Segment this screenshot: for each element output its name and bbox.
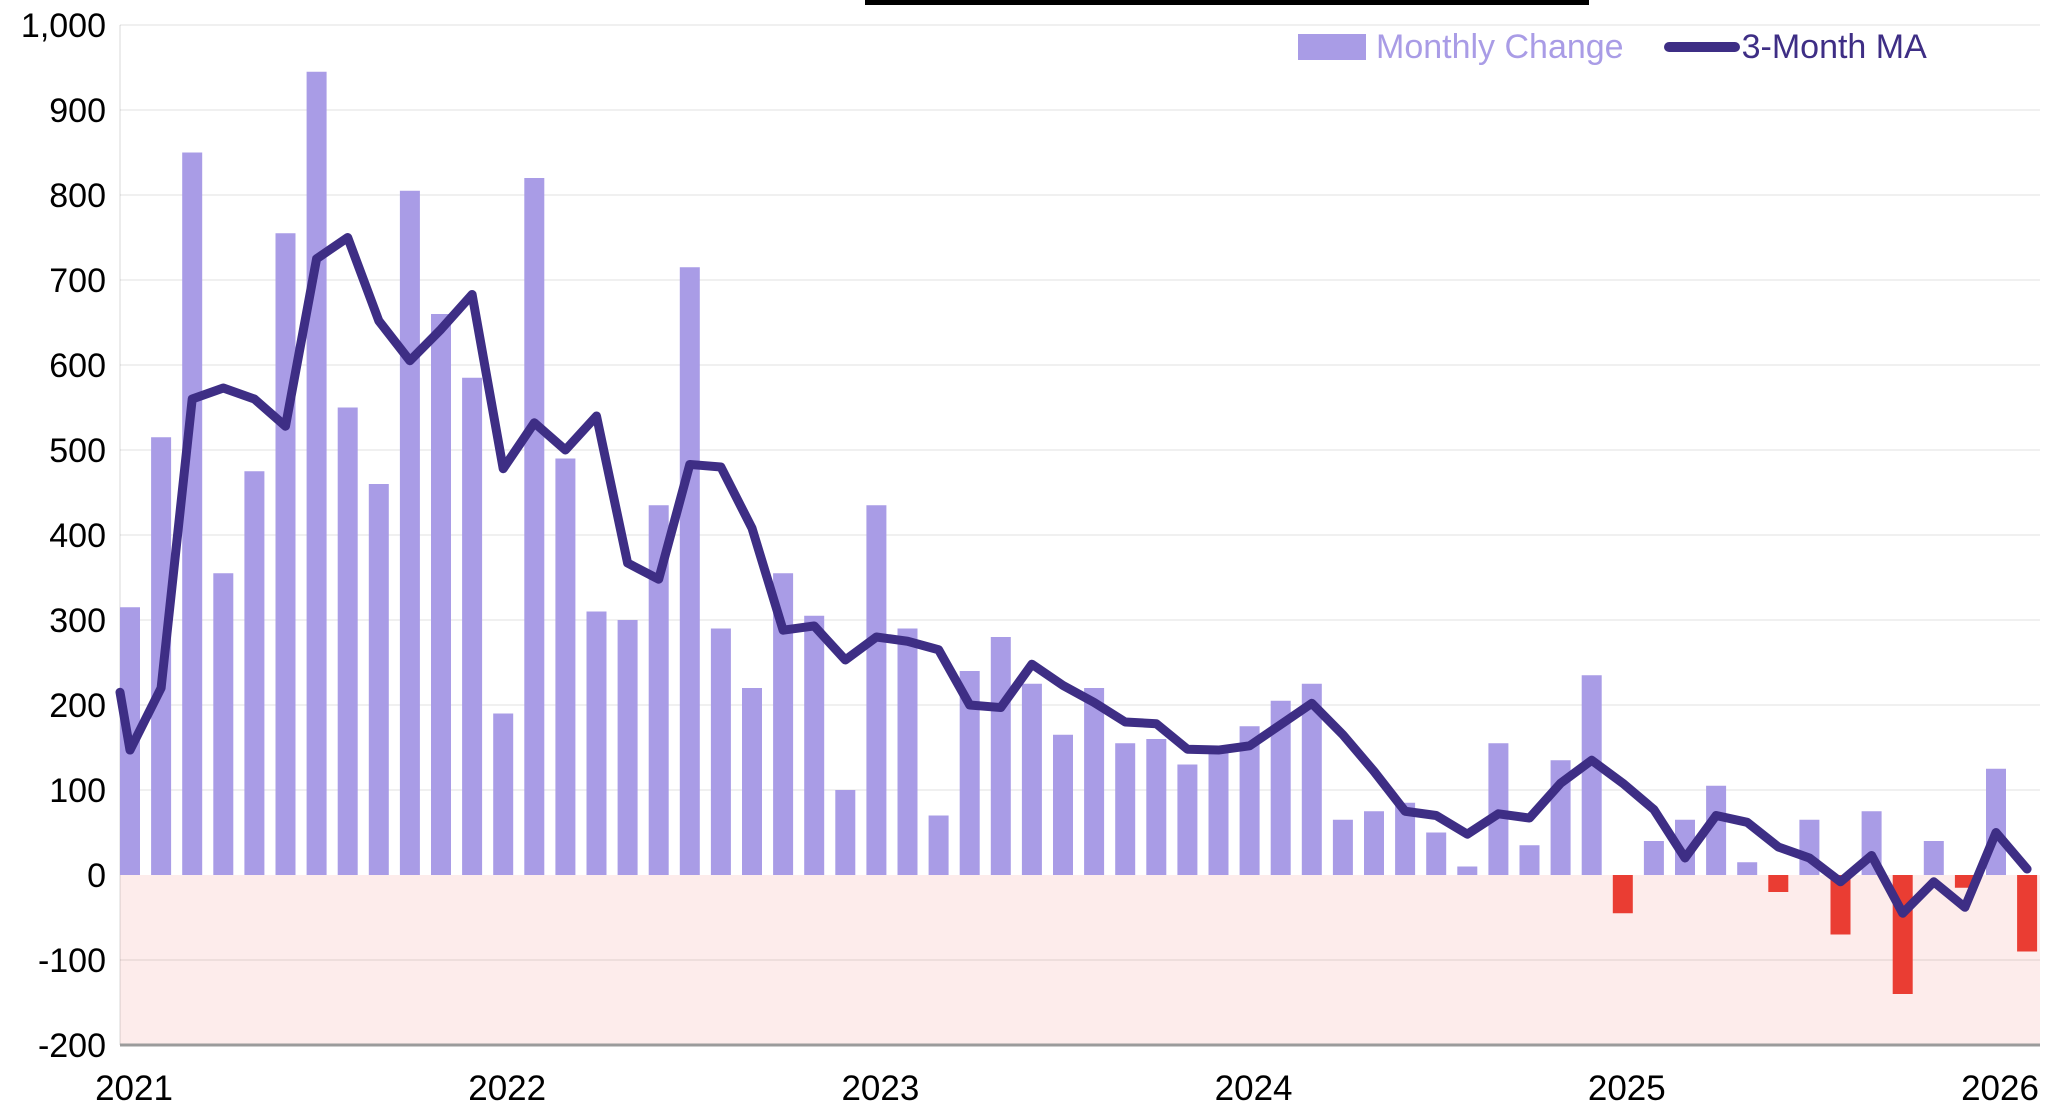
y-tick-label: 900 [49,92,106,130]
bar-Feb-2023 [897,628,918,875]
bar-Jun-2024 [1395,802,1416,875]
bar-Dec-2023 [1208,747,1229,875]
x-year-label: 2023 [841,1069,919,1108]
bar-Dec-2022 [835,790,856,875]
y-tick-label: 200 [49,687,106,725]
bar-Mar-2025 [1675,819,1695,875]
bar-Dec-2021 [462,377,483,875]
bar-Jul-2021 [306,71,327,875]
bar-Mar-2022 [555,458,576,875]
bar-Jan-2024 [1239,726,1260,875]
negative-region [120,875,2040,1045]
bar-May-2023 [990,637,1011,875]
bar-Sep-2022 [742,688,762,875]
x-year-label: 2021 [95,1069,173,1108]
y-tick-label: 300 [49,602,106,640]
bar-Feb-2022 [524,178,545,875]
bar-Jun-2025 [1768,875,1789,892]
bar-Nov-2022 [804,615,825,875]
bar-Jul-2023 [1053,734,1073,875]
bar-Dec-2024 [1581,675,1602,875]
y-tick-label: 800 [49,177,106,215]
x-year-label: 2022 [468,1069,546,1108]
bar-Mar-2021 [182,152,203,875]
bar-Apr-2025 [1706,785,1727,875]
bar-Feb-2024 [1270,700,1291,875]
bar-Aug-2025 [1830,875,1851,935]
bar-May-2021 [244,471,265,875]
bar-Aug-2021 [337,407,358,875]
bar-Apr-2022 [586,611,607,875]
bar-Apr-2023 [959,671,980,875]
bar-Feb-2026 [2017,875,2038,952]
bar-Sep-2024 [1488,743,1509,875]
negative-region-group [120,875,2040,1045]
bar-Jun-2023 [1021,683,1042,875]
bars [120,71,2038,994]
bar-Aug-2022 [710,628,731,875]
bar-Jun-2021 [275,233,296,875]
y-tick-label: 500 [49,432,106,470]
bar-Feb-2025 [1643,841,1664,875]
legend-item-ma: 3-Month MA [1663,28,1927,66]
bar-Aug-2024 [1457,866,1478,875]
legend-item-monthly-change: Monthly Change [1298,30,1624,64]
y-tick-label: 100 [49,772,106,810]
ma-line-group [115,233,2032,918]
y-tick-label: -200 [38,1027,106,1065]
bar-Nov-2023 [1177,764,1198,875]
bar-Oct-2022 [773,573,794,875]
bar-Oct-2024 [1519,845,1540,875]
bar-Jan-2025 [1612,875,1633,914]
bar-Aug-2023 [1084,688,1105,875]
bar-May-2022 [617,620,638,875]
legend-label-monthly-change: Monthly Change [1376,28,1624,66]
bar-Jun-2022 [648,505,669,875]
title-underline [865,0,1589,5]
bar-Jul-2024 [1426,832,1447,875]
y-tick-label: -100 [38,942,106,980]
bar-Oct-2023 [1146,739,1167,875]
legend: Monthly Change 3-Month MA [1298,30,1927,64]
bar-Jan-2023 [866,505,887,875]
legend-label-ma: 3-Month MA [1741,28,1927,66]
y-axis-labels: 1,000 900 800 700 600 500 400 300 200 100 0 -100 -20… [21,7,106,1065]
x-year-label: 2026 [1961,1069,2039,1108]
bar-Nov-2021 [431,314,451,875]
bar-Jan-2022 [493,713,514,875]
bar-May-2025 [1737,862,1758,875]
bar-Mar-2023 [928,815,949,875]
ma-line-swatch-icon [1663,42,1740,52]
bar-Jul-2022 [679,267,700,875]
y-tick-label: 600 [49,347,106,385]
bar-Mar-2024 [1301,683,1322,875]
y-tick-label: 400 [49,517,106,555]
x-year-label: 2024 [1215,1069,1293,1108]
y-tick-label: 0 [87,857,106,895]
x-axis-labels: 2021 2022 2023 2024 2025 2026 [95,1069,2039,1108]
bar-Apr-2024 [1332,819,1353,875]
y-tick-label: 1,000 [21,7,106,45]
monthly-change-swatch-icon [1298,34,1366,60]
bar-Sep-2021 [368,484,389,875]
x-year-label: 2025 [1588,1069,1666,1108]
ma-line [115,233,2032,918]
bar-Oct-2021 [399,190,420,875]
bar-Sep-2023 [1115,743,1136,875]
bar-Apr-2021 [213,573,234,875]
bar-May-2024 [1364,811,1384,875]
bar-Nov-2025 [1923,841,1944,875]
y-tick-label: 700 [49,262,106,300]
